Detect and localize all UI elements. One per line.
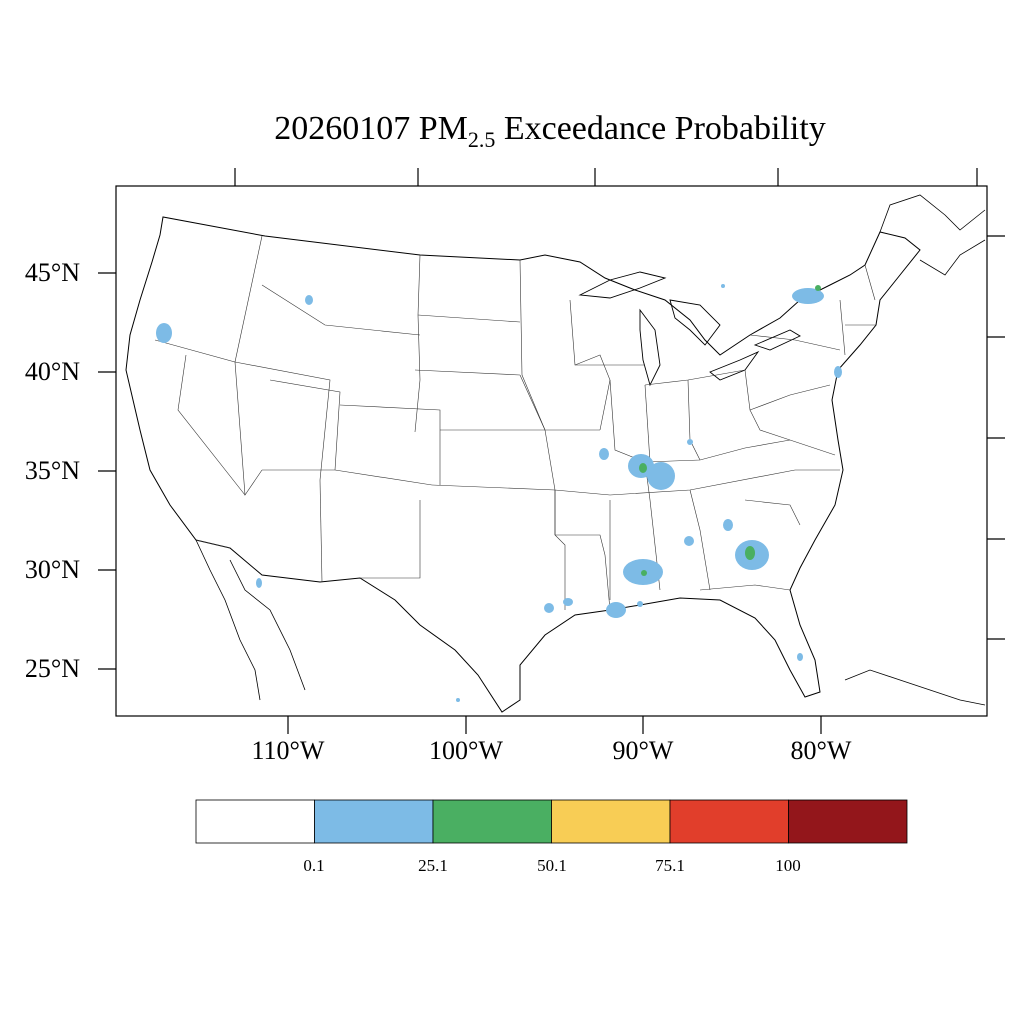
state-boundaries xyxy=(154,235,876,611)
probability-medium-areas xyxy=(639,285,821,576)
colorbar-swatch-1 xyxy=(314,799,434,844)
colorbar-swatch-5 xyxy=(788,799,908,844)
lon-label-90: 90°W xyxy=(612,736,674,765)
map-frame xyxy=(115,185,988,717)
prob-area-montana xyxy=(305,295,313,305)
prob-area-texas-east xyxy=(563,598,573,606)
prob-area-nj xyxy=(834,366,842,378)
colorbar-swatch-0 xyxy=(195,799,315,844)
lat-label-35: 35°N xyxy=(24,456,80,485)
prob-area-arkansas xyxy=(599,448,609,460)
colorbar-label-2: 50.1 xyxy=(537,856,567,875)
lon-label-110: 110°W xyxy=(251,736,325,765)
prob-area-georgia-core xyxy=(745,546,755,560)
baja-coast xyxy=(195,539,306,701)
lat-label-25: 25°N xyxy=(24,654,80,683)
prob-area-louisiana xyxy=(606,602,626,618)
prob-area-mexico xyxy=(256,578,262,588)
prob-area-alabama xyxy=(684,536,694,546)
lat-label-30: 30°N xyxy=(24,555,80,584)
us-outline xyxy=(125,216,921,713)
prob-area-mississippi-core xyxy=(641,570,647,576)
colorbar-swatch-3 xyxy=(551,799,671,844)
prob-area-ny-north xyxy=(792,288,824,304)
prob-area-oregon xyxy=(156,323,172,343)
prob-area-gulf-small xyxy=(637,601,643,607)
prob-area-ny-core xyxy=(815,285,821,291)
cuba-coast xyxy=(844,669,986,706)
prob-area-kentucky xyxy=(687,439,693,445)
prob-area-michigan-north xyxy=(721,284,725,288)
colorbar-swatch-4 xyxy=(669,799,789,844)
left-ticks xyxy=(98,272,116,670)
colorbar-label-1: 25.1 xyxy=(418,856,448,875)
prob-area-mexico-south xyxy=(456,698,460,702)
map-title: 20260107 PM2.5 Exceedance Probability xyxy=(274,110,826,152)
lat-label-45: 45°N xyxy=(24,258,80,287)
canada-coast xyxy=(879,194,986,276)
great-lakes xyxy=(578,271,801,387)
prob-area-florida xyxy=(797,653,803,661)
colorbar xyxy=(195,799,908,844)
prob-area-georgia-north xyxy=(723,519,733,531)
prob-area-memphis-core xyxy=(639,463,647,473)
colorbar-swatch-2 xyxy=(432,799,552,844)
lon-label-80: 80°W xyxy=(790,736,852,765)
colorbar-label-0: 0.1 xyxy=(303,856,325,875)
top-ticks xyxy=(234,168,978,186)
bottom-ticks xyxy=(287,716,822,734)
prob-area-tennessee xyxy=(647,462,675,490)
colorbar-label-4: 100 xyxy=(775,856,801,875)
lat-label-40: 40°N xyxy=(24,357,80,386)
colorbar-label-3: 75.1 xyxy=(655,856,685,875)
probability-low-areas xyxy=(156,284,842,702)
prob-area-texas-coast xyxy=(544,603,554,613)
right-ticks xyxy=(987,235,1005,640)
lon-label-100: 100°W xyxy=(429,736,503,765)
